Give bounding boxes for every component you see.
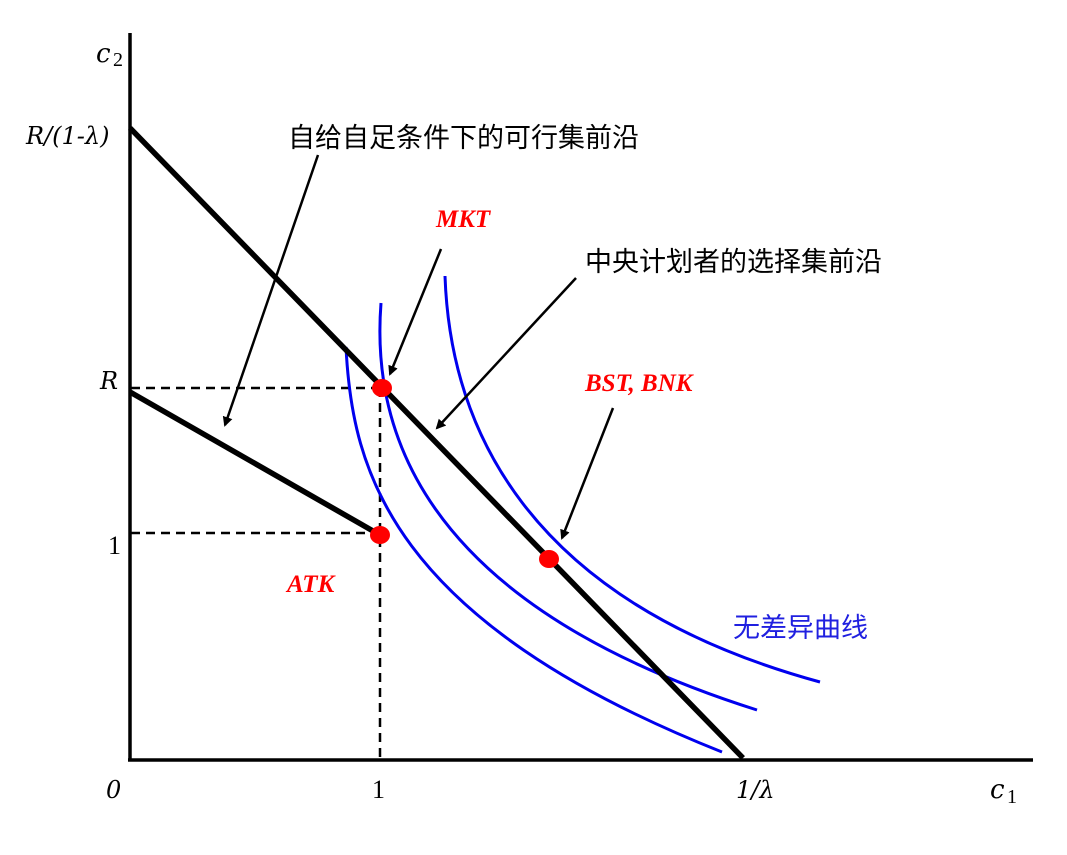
x-axis-label: c (990, 775, 1005, 805)
bst-bnk-point (539, 550, 559, 568)
indifference-curve-1 (344, 346, 723, 754)
atk-label: ATK (285, 571, 337, 598)
planner-arrow (435, 277, 577, 430)
y-axis-label-sub: 2 (113, 49, 123, 71)
indifference-curve-label: 无差异曲线 (733, 613, 868, 644)
guide-lines (131, 386, 382, 760)
bst-bnk-label: BST, BNK (584, 370, 695, 397)
autarky-frontier-label: 自给自足条件下的可行集前沿 (288, 123, 639, 154)
mkt-arrow (388, 248, 443, 376)
atk-point (370, 526, 390, 544)
x-tick-inv-lambda: 1/λ (736, 776, 775, 804)
mkt-label: MKT (435, 206, 492, 233)
y-tick-R-over-1-minus-lambda: R/(1-λ) (25, 122, 109, 150)
mkt-point (372, 379, 392, 397)
annotation-arrows (222, 154, 615, 540)
y-tick-R: R (99, 367, 118, 395)
x-axis-label-sub: 1 (1007, 786, 1017, 808)
planner-frontier-line (128, 126, 745, 760)
planner-frontier-label: 中央计划者的选择集前沿 (585, 247, 882, 278)
origin-label: 0 (106, 776, 121, 804)
indifference-curves (344, 275, 821, 754)
autarky-arrow (222, 154, 320, 427)
y-axis-label: c (96, 39, 111, 69)
indifference-curve-2 (378, 302, 758, 712)
indifference-curve-3 (443, 275, 821, 684)
x-tick-1: 1 (372, 775, 385, 804)
autarky-frontier-line (128, 389, 382, 538)
bst-bnk-arrow (560, 407, 615, 540)
y-tick-1: 1 (108, 531, 121, 560)
